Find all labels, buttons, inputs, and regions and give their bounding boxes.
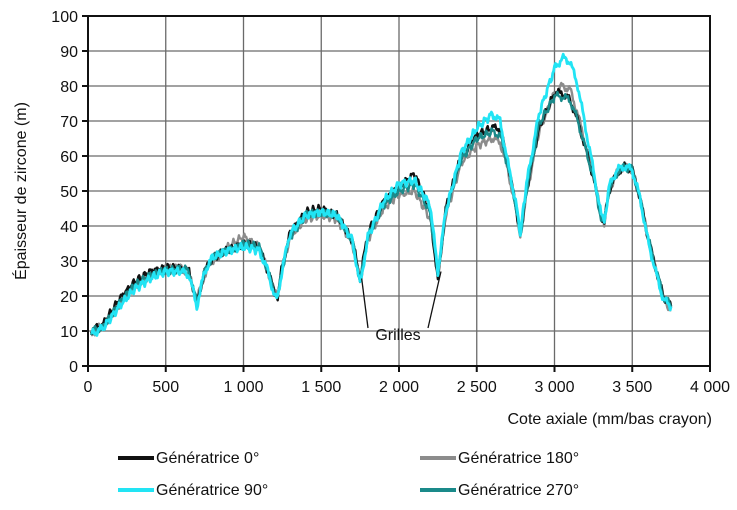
grid: [87, 15, 711, 367]
grilles-label: Grilles: [375, 327, 420, 344]
y-tick-label: 0: [69, 359, 78, 376]
x-tick-label: 3 000: [534, 379, 574, 396]
legend: Génératrice 0° Génératrice 180° Génératric…: [118, 450, 579, 499]
y-tick-label: 100: [51, 9, 78, 26]
grilles-annotation: Grilles: [361, 271, 442, 344]
x-tick-label: 2 000: [379, 379, 419, 396]
y-tick-label: 90: [60, 44, 78, 61]
y-tick-label: 30: [60, 254, 78, 271]
legend-entry: Génératrice 0°: [156, 450, 259, 467]
y-tick-label: 50: [60, 184, 78, 201]
series-lines: [89, 52, 673, 337]
y-tick-label: 70: [60, 114, 78, 131]
axis-ticks: 0 500 1 000 1 500 2 000 2 500 3 000 3 500 4 000 0…: [51, 9, 730, 396]
x-tick-label: 1 000: [223, 379, 263, 396]
legend-entry: Génératrice 180°: [458, 450, 579, 467]
annotation-leader: [427, 271, 442, 329]
series-line: [89, 90, 673, 336]
x-tick-label: 3 500: [612, 379, 652, 396]
legend-entry: Génératrice 90°: [156, 482, 268, 499]
x-tick-label: 4 000: [690, 379, 730, 396]
y-tick-label: 10: [60, 324, 78, 341]
x-tick-label: 0: [84, 379, 93, 396]
x-tick-label: 2 500: [457, 379, 497, 396]
y-tick-label: 40: [60, 219, 78, 236]
y-tick-label: 80: [60, 79, 78, 96]
y-tick-label: 60: [60, 149, 78, 166]
y-tick-label: 20: [60, 289, 78, 306]
series-line: [90, 52, 673, 337]
x-axis-label: Cote axiale (mm/bas crayon): [507, 411, 712, 428]
annotation-leader: [361, 278, 369, 329]
legend-entry: Génératrice 270°: [458, 482, 579, 499]
y-axis-label: Épaisseur de zircone (m): [11, 102, 30, 280]
x-tick-label: 1 500: [301, 379, 341, 396]
x-tick-label: 500: [152, 379, 179, 396]
